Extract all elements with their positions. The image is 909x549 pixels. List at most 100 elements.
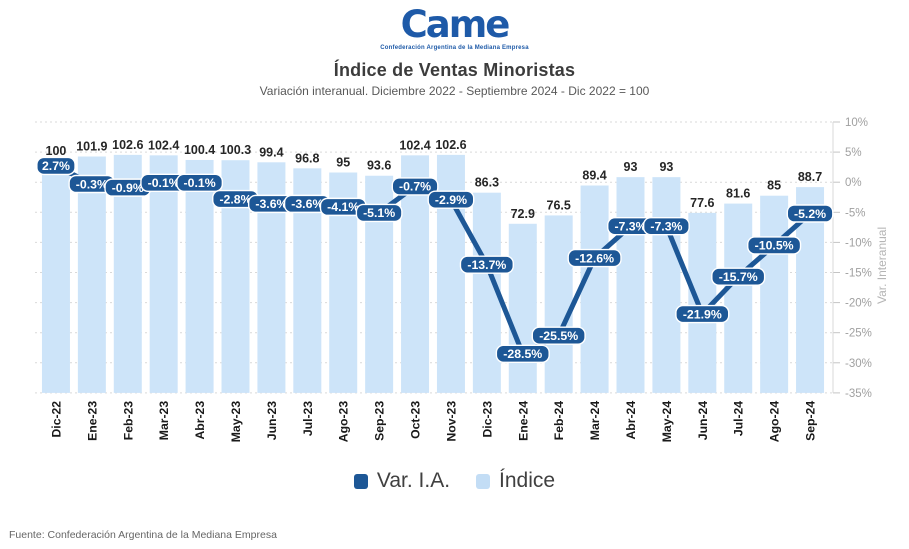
var-ia-point-label-pill xyxy=(642,216,690,236)
var-ia-point-label: -10.5% xyxy=(755,239,794,253)
var-ia-point-label-pill xyxy=(459,255,514,274)
bar-value-label: 100.3 xyxy=(220,143,251,157)
came-logo-wordmark: Came xyxy=(400,3,511,46)
var-ia-point-label: -7.3% xyxy=(650,219,682,233)
var-ia-point-label: -13.7% xyxy=(467,258,506,272)
y-tick-label: -30% xyxy=(845,358,872,370)
bar-value-label: 88.7 xyxy=(798,170,822,184)
y-tick-label: -35% xyxy=(845,388,872,400)
x-tick-label: Dic-23 xyxy=(480,401,494,438)
bar-value-label: 81.6 xyxy=(726,187,750,201)
x-tick-label: Abr-24 xyxy=(624,401,638,440)
index-bar xyxy=(580,185,609,393)
bar-value-label: 72.9 xyxy=(511,207,535,221)
bar-value-label: 89.4 xyxy=(582,168,606,182)
bar-value-label: 86.3 xyxy=(475,176,499,190)
var-ia-point-label-pill xyxy=(427,190,475,209)
came-logo-subtext: Confederación Argentina de la Mediana Em… xyxy=(380,45,529,51)
y-tick-label: -25% xyxy=(845,328,872,340)
x-tick-label: Mar-24 xyxy=(588,401,602,441)
combo-chart: 10% 5% 0% -5% -10% -15% -20% -25% -30% -35% Var. I… xyxy=(35,117,889,443)
chart-legend: Var. I.A. Índice xyxy=(0,466,909,496)
var-ia-point-label: -3.6% xyxy=(255,197,287,211)
bar-value-label: 93 xyxy=(659,160,673,174)
y-tick-label: -10% xyxy=(845,237,872,249)
var-ia-point-label-pill xyxy=(786,204,834,223)
bar-value-label: 102.6 xyxy=(112,138,143,152)
var-ia-point-label-pill xyxy=(176,173,224,193)
bar-value-label: 96.8 xyxy=(295,151,319,165)
bar-value-label: 102.4 xyxy=(148,138,179,152)
index-bar xyxy=(77,156,106,393)
var-ia-point-label: -12.6% xyxy=(575,251,614,265)
var-ia-point-label-pill xyxy=(355,203,403,223)
indice-legend-swatch xyxy=(476,473,491,489)
legend-item-indice: Índice xyxy=(476,469,555,493)
var-ia-legend-swatch xyxy=(353,473,368,489)
var-ia-point-label: -25.5% xyxy=(539,329,578,343)
x-tick-label: Ago-24 xyxy=(768,401,782,443)
came-logo: Came Confederación Argentina de la Media… xyxy=(0,6,909,51)
indice-legend-label: Índice xyxy=(499,469,556,492)
x-tick-label: Jul-24 xyxy=(732,401,746,436)
x-tick-label: Jun-24 xyxy=(696,401,710,441)
bar-value-label: 93.6 xyxy=(367,159,391,173)
y-tick-label: -20% xyxy=(845,298,872,310)
right-axis-title: Var. Interanual xyxy=(875,227,889,304)
var-ia-legend-label: Var. I.A. xyxy=(376,469,451,492)
y-tick-label: -5% xyxy=(845,207,865,219)
var-ia-point-label: -3.6% xyxy=(291,197,323,211)
index-bar xyxy=(760,195,789,393)
bar-value-label: 99.4 xyxy=(259,145,283,159)
bar-value-label: 76.5 xyxy=(547,198,571,212)
bar-value-label: 93 xyxy=(624,160,638,174)
index-bar xyxy=(149,155,178,393)
y-tick-label: 0% xyxy=(845,177,862,189)
x-tick-label: Jul-23 xyxy=(301,401,315,436)
bar-value-label: 100.4 xyxy=(184,143,215,157)
x-tick-label: Dic-22 xyxy=(49,401,63,438)
var-ia-point-label-pill xyxy=(711,267,766,286)
var-ia-point-label-pill xyxy=(567,248,622,268)
var-ia-point-label: -2.9% xyxy=(435,193,467,207)
var-ia-point-label-pill xyxy=(495,344,550,363)
y-tick-label: 10% xyxy=(845,117,868,129)
var-ia-point-label: -4.1% xyxy=(327,200,359,214)
bar-value-label: 102.6 xyxy=(435,138,466,152)
index-bar xyxy=(508,223,537,393)
var-ia-point-label: -7.3% xyxy=(614,219,646,233)
var-ia-point-label: -15.7% xyxy=(719,270,758,284)
bar-value-label: 100 xyxy=(46,144,67,158)
var-ia-point-label-pill xyxy=(747,236,802,255)
x-tick-label: Ene-24 xyxy=(516,401,530,441)
x-tick-label: Sep-23 xyxy=(373,401,387,441)
x-tick-label: Nov-23 xyxy=(444,401,458,442)
var-ia-point-label: -0.3% xyxy=(76,177,108,191)
index-bar xyxy=(41,160,70,393)
var-ia-point-label: -0.1% xyxy=(184,176,216,190)
x-tick-label: Feb-24 xyxy=(552,401,566,441)
index-bar xyxy=(652,177,681,393)
var-ia-point-label: -5.2% xyxy=(794,207,826,221)
var-ia-point-label: -2.8% xyxy=(219,192,251,206)
index-bar xyxy=(724,203,753,393)
x-tick-label: Oct-23 xyxy=(409,401,423,439)
var-ia-point-label-pill xyxy=(531,326,586,345)
var-ia-point-label: -0.1% xyxy=(148,176,180,190)
x-tick-label: May-24 xyxy=(660,401,674,443)
var-ia-point-label-pill xyxy=(391,177,439,196)
bar-value-label: 102.4 xyxy=(399,138,430,152)
var-ia-point-label: -0.9% xyxy=(112,181,144,195)
index-bar xyxy=(185,159,214,393)
var-ia-point-label: 2.7% xyxy=(42,159,70,173)
x-tick-label: May-23 xyxy=(229,401,243,443)
index-bar xyxy=(616,177,645,393)
index-bar xyxy=(544,215,573,393)
var-ia-point-label-pill xyxy=(675,304,730,324)
bar-value-label: 101.9 xyxy=(76,139,107,153)
legend-item-var-ia: Var. I.A. xyxy=(353,469,451,493)
header: Came Confederación Argentina de la Media… xyxy=(0,0,909,98)
y-tick-label: 5% xyxy=(845,147,862,159)
source-note: Fuente: Confederación Argentina de la Me… xyxy=(9,529,277,541)
